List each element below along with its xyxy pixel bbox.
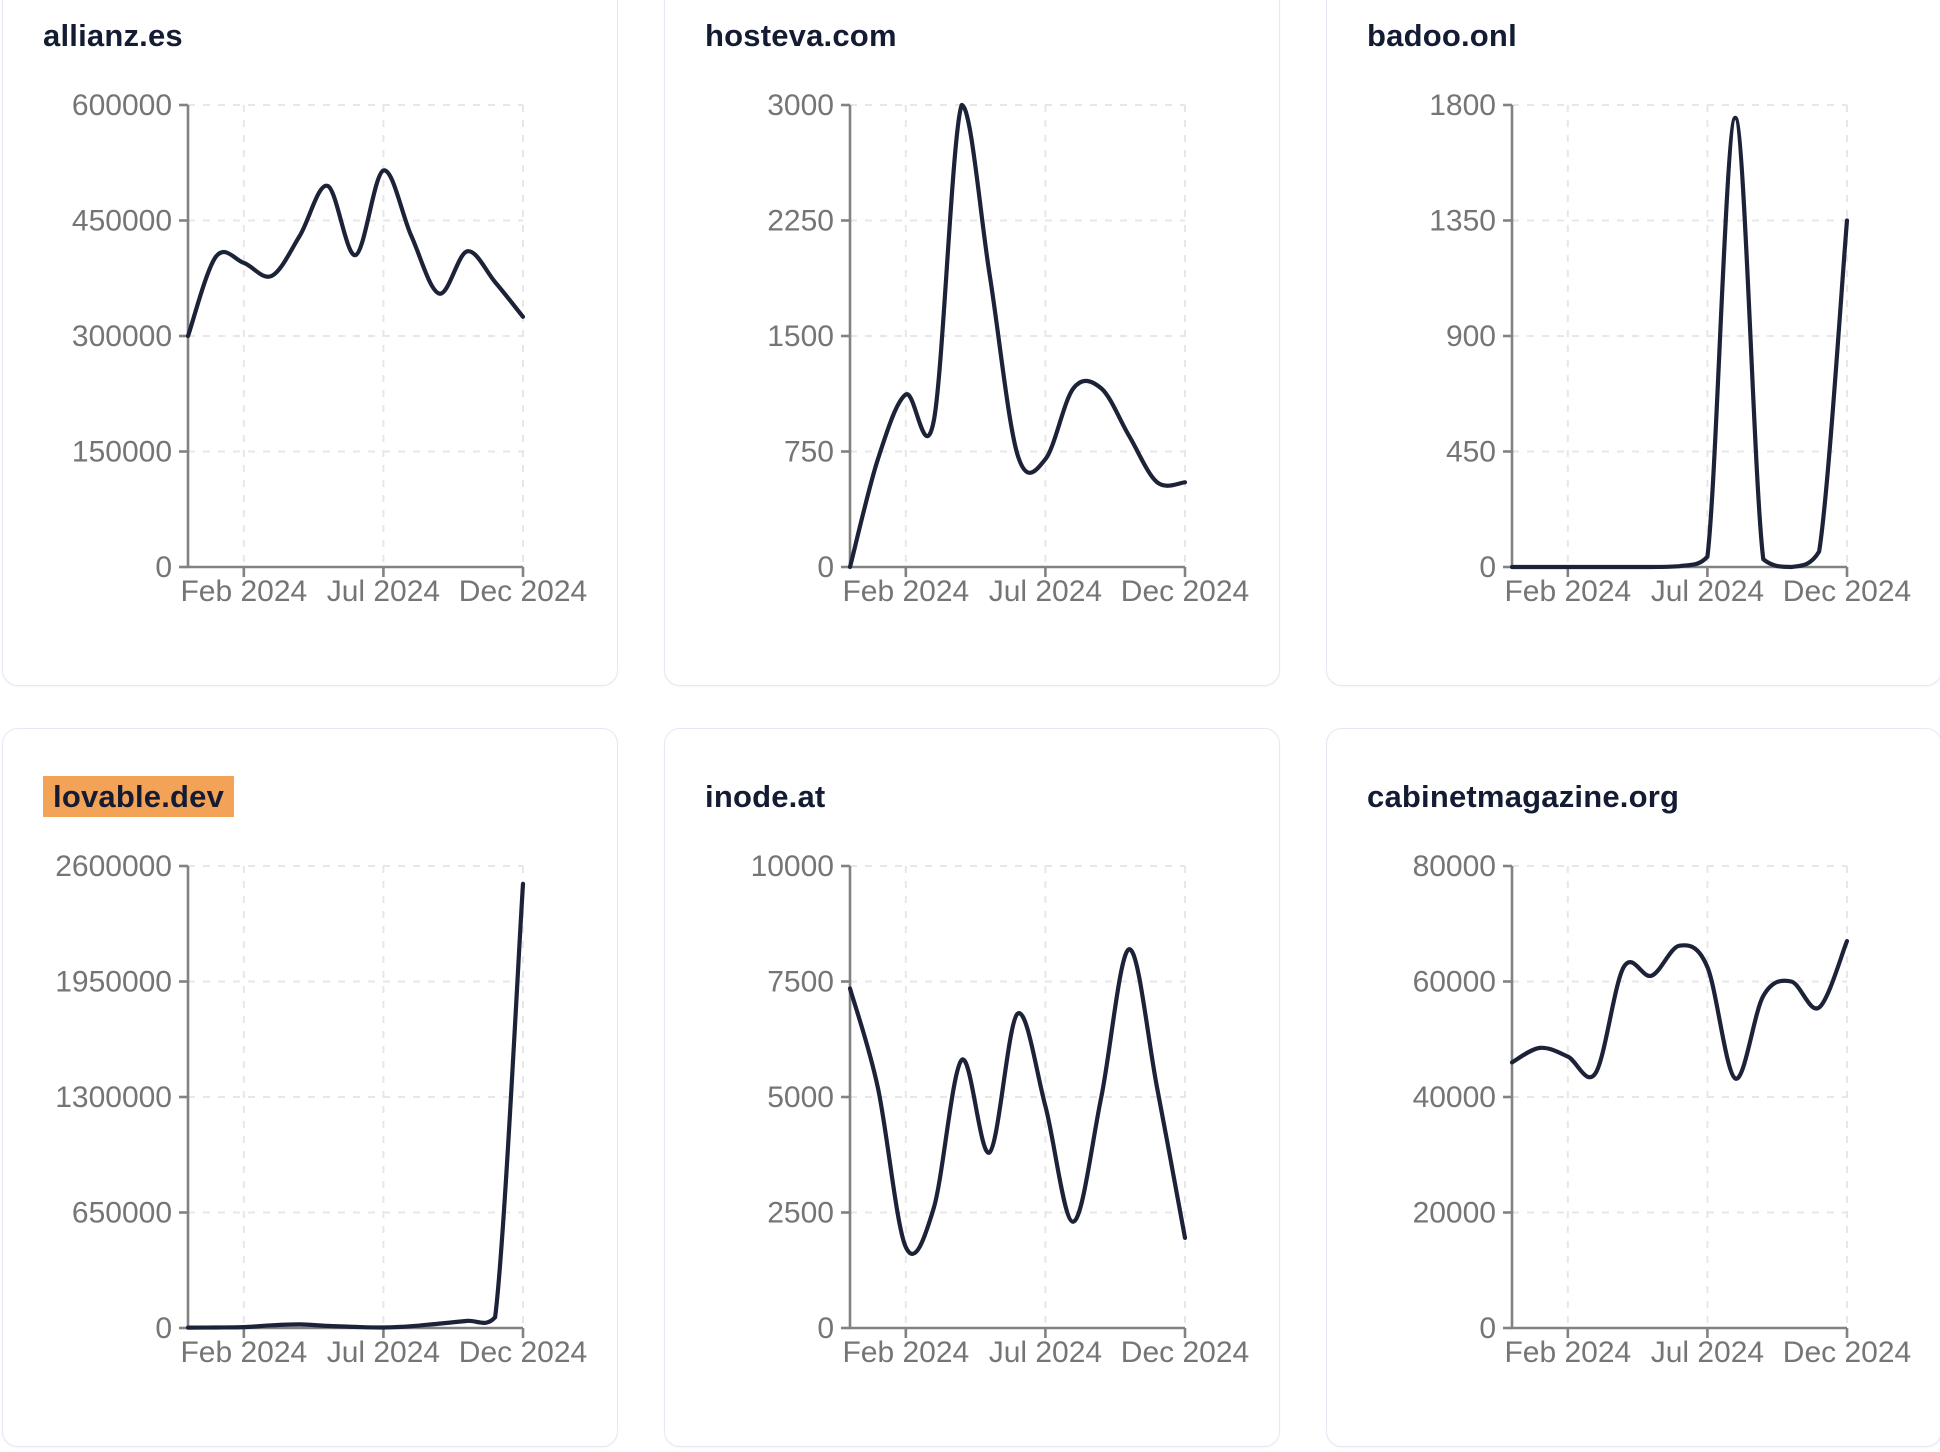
- y-tick-label: 1800: [1429, 89, 1496, 122]
- domain-name-label: cabinetmagazine.org: [1367, 779, 1680, 814]
- y-tick-label: 10000: [751, 850, 834, 883]
- chart-card-allianz-es[interactable]: allianz.es 0 150000 300000 450000 600000 Feb …: [2, 0, 618, 686]
- chart-title: inode.at: [705, 779, 825, 815]
- line-chart-hosteva-com: 0 750 1500 2250 3000 Feb 2024 Jul 2024 Dec 2024: [767, 89, 1249, 608]
- line-chart-cabinetmagazine-org: 0 20000 40000 60000 80000 Feb 2024 Jul 2024 Dec…: [1413, 850, 1912, 1369]
- y-tick-label: 0: [1479, 1312, 1496, 1345]
- y-tick-label: 0: [155, 551, 172, 584]
- y-tick-label: 40000: [1413, 1081, 1496, 1114]
- chart-card-badoo-onl[interactable]: badoo.onl 0 450 900 1350 1800 Feb 2024 Jul 202…: [1326, 0, 1940, 686]
- chart-title: hosteva.com: [705, 18, 897, 54]
- y-tick-label: 600000: [72, 89, 172, 122]
- y-tick-label: 80000: [1413, 850, 1496, 883]
- x-tick-label: Jul 2024: [989, 1336, 1102, 1369]
- x-tick-label: Feb 2024: [180, 575, 307, 608]
- y-tick-label: 3000: [767, 89, 834, 122]
- y-tick-label: 150000: [72, 436, 172, 469]
- chart-card-cabinetmagazine-org[interactable]: cabinetmagazine.org 0 20000 40000 60000 8000…: [1326, 728, 1940, 1447]
- line-chart-allianz-es: 0 150000 300000 450000 600000 Feb 2024 Jul 202…: [72, 89, 587, 608]
- y-tick-label: 1950000: [55, 966, 172, 999]
- line-chart-inode-at: 0 2500 5000 7500 10000 Feb 2024 Jul 2024 Dec 20…: [751, 850, 1250, 1369]
- y-tick-label: 0: [817, 1312, 834, 1345]
- y-tick-label: 2500: [767, 1197, 834, 1230]
- x-tick-label: Jul 2024: [327, 575, 440, 608]
- y-tick-label: 1300000: [55, 1081, 172, 1114]
- y-tick-label: 1350: [1429, 205, 1496, 238]
- x-tick-label: Dec 2024: [1783, 1336, 1911, 1369]
- chart-card-inode-at[interactable]: inode.at 0 2500 5000 7500 10000 Feb 2024 Jul 2…: [664, 728, 1280, 1447]
- y-tick-label: 5000: [767, 1081, 834, 1114]
- y-tick-label: 60000: [1413, 966, 1496, 999]
- chart-title: lovable.dev: [43, 776, 235, 817]
- series-line: [1509, 939, 1850, 1081]
- series-line: [847, 947, 1188, 1256]
- chart-title: allianz.es: [43, 18, 183, 54]
- y-tick-label: 300000: [72, 320, 172, 353]
- chart-card-lovable-dev[interactable]: lovable.dev 0 650000 1300000 1950000 2600000…: [2, 728, 618, 1447]
- series-line: [1509, 115, 1850, 570]
- x-tick-label: Feb 2024: [180, 1336, 307, 1369]
- x-tick-label: Feb 2024: [842, 575, 969, 608]
- x-tick-label: Dec 2024: [459, 575, 587, 608]
- line-chart-badoo-onl: 0 450 900 1350 1800 Feb 2024 Jul 2024 Dec 2024: [1429, 89, 1911, 608]
- chart-title: cabinetmagazine.org: [1367, 779, 1679, 815]
- x-tick-label: Jul 2024: [1651, 1336, 1764, 1369]
- y-tick-label: 750: [784, 436, 834, 469]
- x-tick-label: Feb 2024: [1504, 1336, 1631, 1369]
- series-line: [847, 102, 1188, 570]
- x-tick-label: Jul 2024: [327, 1336, 440, 1369]
- chart-card-hosteva-com[interactable]: hosteva.com 0 750 1500 2250 3000 Feb 2024 Jul …: [664, 0, 1280, 686]
- x-tick-label: Dec 2024: [1121, 575, 1249, 608]
- x-tick-label: Dec 2024: [1783, 575, 1911, 608]
- y-tick-label: 1500: [767, 320, 834, 353]
- y-tick-label: 7500: [767, 966, 834, 999]
- y-tick-label: 450: [1446, 436, 1496, 469]
- x-tick-label: Dec 2024: [459, 1336, 587, 1369]
- y-tick-label: 2600000: [55, 850, 172, 883]
- series-line: [185, 881, 526, 1330]
- series-line: [185, 168, 526, 339]
- line-chart-lovable-dev: 0 650000 1300000 1950000 2600000 Feb 2024 Jul …: [55, 850, 587, 1369]
- domain-name-label: inode.at: [705, 779, 826, 814]
- y-tick-label: 20000: [1413, 1197, 1496, 1230]
- y-tick-label: 450000: [72, 205, 172, 238]
- domain-name-label: badoo.onl: [1367, 18, 1517, 53]
- domain-name-label: hosteva.com: [705, 18, 897, 53]
- x-tick-label: Feb 2024: [1504, 575, 1631, 608]
- y-tick-label: 0: [817, 551, 834, 584]
- y-tick-label: 2250: [767, 205, 834, 238]
- domain-name-label: allianz.es: [43, 18, 183, 53]
- y-tick-label: 650000: [72, 1197, 172, 1230]
- y-tick-label: 0: [155, 1312, 172, 1345]
- x-tick-label: Dec 2024: [1121, 1336, 1249, 1369]
- x-tick-label: Jul 2024: [989, 575, 1102, 608]
- y-tick-label: 0: [1479, 551, 1496, 584]
- x-tick-label: Feb 2024: [842, 1336, 969, 1369]
- domain-name-label-highlighted: lovable.dev: [43, 776, 235, 817]
- x-tick-label: Jul 2024: [1651, 575, 1764, 608]
- chart-title: badoo.onl: [1367, 18, 1517, 54]
- y-tick-label: 900: [1446, 320, 1496, 353]
